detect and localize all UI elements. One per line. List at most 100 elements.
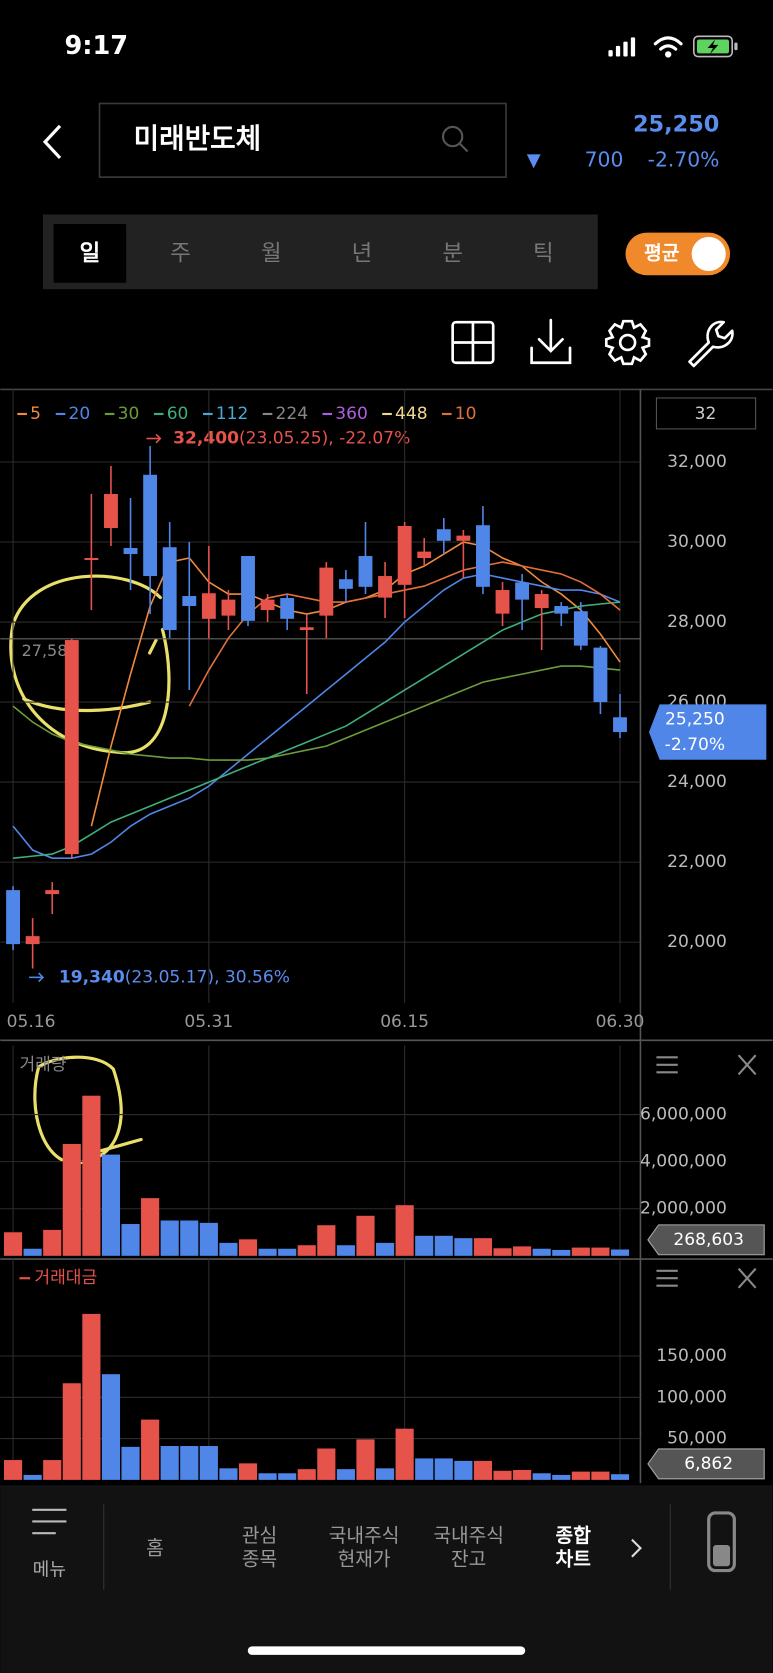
candle-body — [593, 647, 608, 703]
high-detail: (23.05.25), -22.07% — [239, 429, 410, 449]
candle-body — [280, 598, 295, 619]
y-tick-label: 150,000 — [656, 1346, 727, 1366]
bar — [434, 1458, 453, 1480]
panel-close-icon[interactable] — [737, 1054, 757, 1076]
phone-icon-fill — [712, 1544, 731, 1567]
stock-name: 미래반도체 — [134, 122, 262, 155]
download-icon[interactable] — [530, 318, 572, 365]
bar — [375, 1242, 395, 1256]
y-tick-label: 24,000 — [667, 772, 727, 792]
legend-label: 60 — [167, 404, 189, 424]
tab-label[interactable]: 주 — [170, 240, 191, 266]
bar — [395, 1428, 414, 1480]
value-tag — [647, 1448, 765, 1480]
y-tick-label: 4,000,000 — [640, 1152, 727, 1172]
bar — [101, 1374, 121, 1480]
high-value: 32,400 — [173, 429, 239, 449]
search-box[interactable] — [98, 102, 507, 178]
candle-body — [613, 717, 627, 733]
y-tick-label: 28,000 — [667, 612, 727, 632]
y-tick-label: 50,000 — [667, 1429, 727, 1449]
bar — [571, 1247, 590, 1256]
settings-icon[interactable] — [604, 319, 651, 366]
bar — [532, 1473, 551, 1480]
low-annotation: 19,340(23.05.17), 30.56% — [59, 967, 290, 987]
bar — [336, 1245, 355, 1256]
bar — [317, 1225, 336, 1256]
candle-body — [45, 890, 60, 895]
bar — [473, 1238, 493, 1256]
candle-body — [515, 582, 530, 600]
bottom-nav — [0, 1485, 773, 1673]
nav-label[interactable]: 현재가 — [338, 1547, 391, 1570]
y-tick-label: 20,000 — [667, 932, 727, 952]
period-tabs — [42, 214, 598, 290]
candle-body — [260, 599, 275, 611]
legend-label: 20 — [69, 404, 91, 424]
bar — [513, 1246, 532, 1256]
change-arrow: ▼ — [527, 150, 541, 171]
bar — [82, 1313, 101, 1480]
nav-label[interactable]: 종목 — [242, 1547, 277, 1570]
bar — [473, 1460, 493, 1480]
nav-label[interactable]: 잔고 — [451, 1547, 486, 1570]
bar — [199, 1222, 218, 1256]
bar — [610, 1249, 630, 1256]
high-annotation: 32,400(23.05.25), -22.07% — [173, 429, 410, 449]
bar — [591, 1247, 610, 1256]
value-tag-label: 268,603 — [673, 1230, 744, 1250]
bar — [258, 1248, 277, 1256]
count-box[interactable] — [655, 397, 757, 430]
low-arrow — [29, 972, 45, 983]
search-icon[interactable] — [441, 125, 469, 153]
bar — [43, 1229, 62, 1256]
bar — [356, 1215, 375, 1256]
bar — [219, 1242, 238, 1256]
nav-label[interactable]: 차트 — [556, 1547, 592, 1570]
x-tick-label: 06.30 — [596, 1012, 645, 1032]
legend-label: 30 — [118, 404, 140, 424]
candle-body — [573, 611, 588, 646]
back-button[interactable] — [42, 124, 62, 160]
legend-label: 5 — [30, 404, 41, 424]
panel-close-icon[interactable] — [737, 1267, 757, 1289]
bar — [121, 1224, 140, 1256]
nav-label[interactable]: 국내주식 — [433, 1524, 504, 1547]
candle-body — [476, 525, 490, 587]
tab-label[interactable]: 틱 — [533, 240, 554, 266]
bar — [493, 1248, 512, 1256]
selected-tab[interactable] — [53, 224, 127, 283]
layout-icon[interactable] — [451, 320, 495, 365]
tab-label[interactable]: 월 — [261, 240, 282, 266]
bar — [278, 1473, 297, 1480]
y-tick-label: 32,000 — [667, 452, 727, 472]
nav-label[interactable]: 홈 — [146, 1537, 164, 1560]
bar — [336, 1469, 355, 1480]
bar — [375, 1468, 395, 1480]
tab-label[interactable]: 년 — [352, 240, 373, 266]
low-detail: (23.05.17), 30.56% — [125, 967, 290, 987]
bar — [82, 1095, 101, 1256]
bar — [454, 1238, 473, 1256]
nav-more[interactable] — [631, 1538, 642, 1558]
candle-body — [397, 526, 412, 585]
bar — [199, 1446, 218, 1480]
nav-label[interactable]: 관심 — [242, 1524, 277, 1547]
menu-icon[interactable] — [32, 1508, 67, 1535]
panel-title: 거래대금 — [34, 1268, 97, 1288]
wifi-icon — [653, 36, 683, 58]
tools-icon[interactable] — [688, 320, 734, 368]
current-price: 25,250 — [633, 111, 719, 137]
candle-body — [6, 890, 20, 945]
candle-body — [143, 474, 158, 577]
phone-icon[interactable] — [707, 1511, 736, 1573]
candle-body — [25, 936, 40, 945]
bar — [532, 1248, 551, 1256]
candle-body — [241, 556, 255, 621]
tab-label[interactable]: 일 — [80, 240, 101, 266]
nav-label[interactable]: 국내주식 — [329, 1524, 400, 1547]
tab-label[interactable]: 분 — [442, 240, 463, 266]
nav-label[interactable]: 종합 — [556, 1524, 592, 1547]
menu-label: 메뉴 — [33, 1560, 66, 1581]
